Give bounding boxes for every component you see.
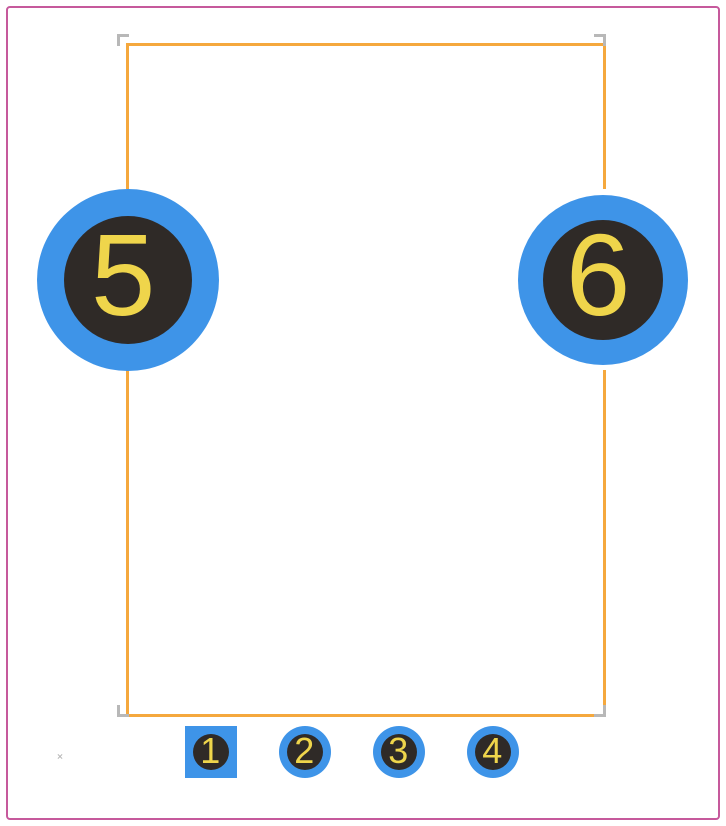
courtyard-top [126,43,603,46]
pad-2-label: 2 [294,733,314,769]
courtyard-right-lower [603,370,606,714]
pad-6-label: 6 [566,217,631,333]
origin-mark-icon [57,753,63,759]
pad-3-label: 3 [388,733,408,769]
corner-tick [594,34,606,37]
courtyard-bottom [126,714,603,717]
courtyard-right-upper [603,43,606,189]
pad-5-label: 5 [91,217,156,333]
pad-4-label: 4 [482,733,502,769]
courtyard-left-upper [126,43,129,189]
corner-tick [594,714,606,717]
pad-1-label: 1 [200,733,220,769]
corner-tick [117,714,129,717]
frame-border [6,6,720,820]
corner-tick [117,34,129,37]
courtyard-left-lower [126,370,129,714]
